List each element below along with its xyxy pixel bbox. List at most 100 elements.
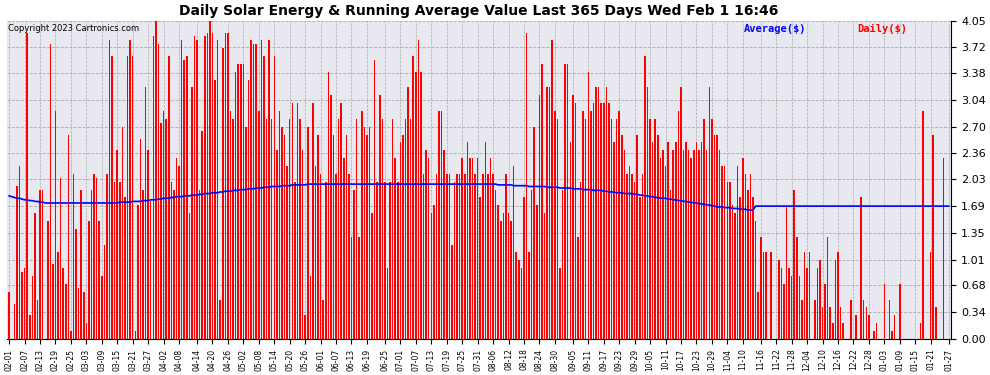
Bar (235, 72, 237, 339)
Bar (246, 127, 247, 339)
Bar (21, 272, 23, 339)
Bar (935, 308, 937, 339)
Bar (315, 166, 316, 339)
Bar (238, 64, 239, 339)
Bar (328, 72, 329, 339)
Bar (840, 308, 842, 339)
Bar (942, 158, 944, 339)
Bar (397, 182, 399, 339)
Bar (664, 166, 666, 339)
Bar (446, 174, 447, 339)
Bar (423, 174, 425, 339)
Bar (672, 150, 674, 339)
Bar (294, 182, 296, 339)
Bar (780, 268, 782, 339)
Bar (477, 158, 478, 339)
Bar (441, 111, 443, 339)
Bar (757, 292, 759, 339)
Bar (670, 190, 671, 339)
Bar (281, 127, 283, 339)
Bar (323, 300, 324, 339)
Bar (778, 260, 779, 339)
Bar (835, 260, 837, 339)
Bar (503, 213, 504, 339)
Bar (727, 182, 728, 339)
Bar (371, 213, 373, 339)
Bar (132, 56, 134, 339)
Bar (376, 182, 378, 339)
Bar (330, 95, 332, 339)
Bar (732, 206, 734, 339)
Bar (548, 87, 550, 339)
Bar (119, 182, 121, 339)
Bar (361, 111, 362, 339)
Bar (436, 174, 438, 339)
Bar (561, 190, 563, 339)
Bar (366, 135, 367, 339)
Bar (157, 44, 159, 339)
Bar (170, 182, 172, 339)
Bar (593, 103, 594, 339)
Bar (29, 315, 31, 339)
Bar (57, 252, 58, 339)
Bar (572, 95, 573, 339)
Bar (624, 150, 625, 339)
Bar (742, 158, 743, 339)
Bar (188, 213, 190, 339)
Bar (646, 87, 648, 339)
Bar (363, 127, 365, 339)
Bar (598, 87, 599, 339)
Bar (542, 64, 543, 339)
Bar (783, 284, 785, 339)
Bar (608, 103, 610, 339)
Bar (106, 174, 108, 339)
Bar (637, 135, 638, 339)
Bar (786, 206, 787, 339)
Bar (78, 288, 79, 339)
Bar (160, 123, 161, 339)
Bar (222, 48, 224, 339)
Bar (667, 142, 669, 339)
Bar (418, 40, 419, 339)
Bar (65, 284, 66, 339)
Bar (754, 221, 756, 339)
Bar (737, 166, 739, 339)
Bar (54, 111, 56, 339)
Bar (497, 206, 499, 339)
Bar (19, 166, 20, 339)
Bar (101, 276, 103, 339)
Bar (415, 72, 417, 339)
Bar (659, 158, 661, 339)
Text: Daily($): Daily($) (856, 24, 907, 34)
Bar (554, 111, 555, 339)
Bar (240, 64, 242, 339)
Bar (350, 237, 352, 339)
Bar (162, 111, 164, 339)
Bar (492, 174, 494, 339)
Bar (96, 178, 97, 339)
Bar (149, 201, 151, 339)
Bar (559, 268, 560, 339)
Bar (439, 111, 440, 339)
Bar (333, 135, 335, 339)
Bar (611, 119, 612, 339)
Text: Copyright 2023 Cartronics.com: Copyright 2023 Cartronics.com (9, 24, 140, 33)
Bar (850, 300, 851, 339)
Bar (711, 119, 713, 339)
Bar (312, 103, 314, 339)
Bar (444, 150, 445, 339)
Bar (569, 142, 571, 339)
Bar (865, 308, 867, 339)
Bar (124, 198, 126, 339)
Bar (451, 244, 452, 339)
Bar (683, 150, 684, 339)
Bar (894, 315, 895, 339)
Bar (809, 252, 811, 339)
Bar (526, 33, 528, 339)
Bar (284, 135, 285, 339)
Bar (428, 158, 430, 339)
Bar (336, 174, 337, 339)
Bar (577, 237, 579, 339)
Bar (381, 119, 383, 339)
Bar (72, 174, 74, 339)
